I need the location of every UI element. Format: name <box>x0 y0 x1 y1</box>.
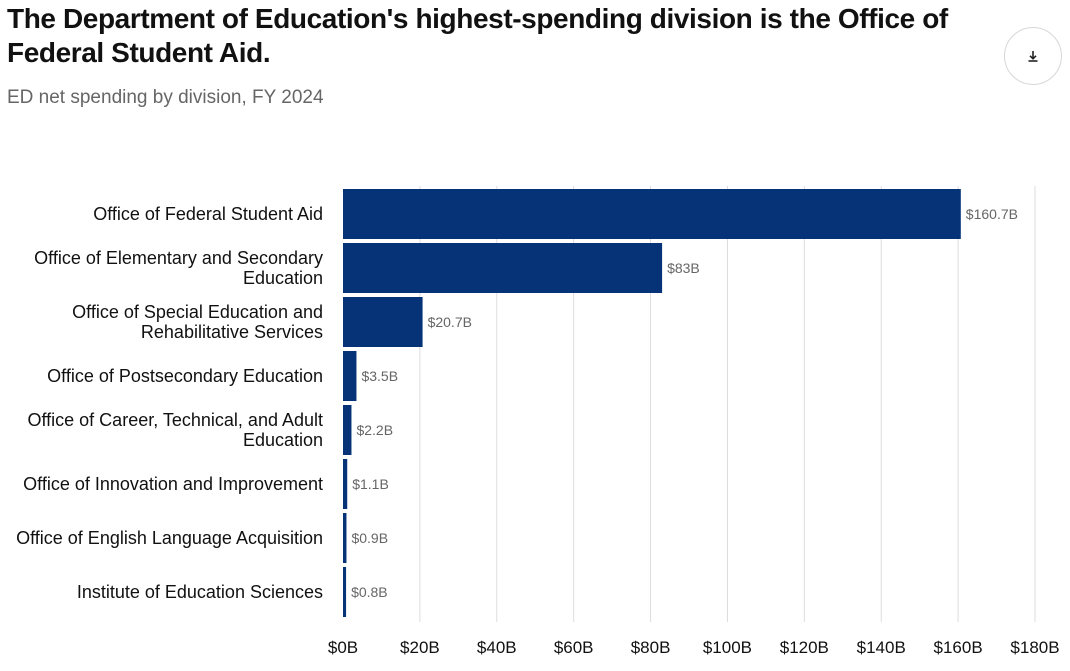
value-label: $160.7B <box>966 206 1018 222</box>
category-label-line: Education <box>243 430 323 450</box>
value-label: $1.1B <box>352 476 389 492</box>
value-label: $2.2B <box>356 422 393 438</box>
category-label: Institute of Education Sciences <box>77 582 323 602</box>
bar[interactable] <box>343 459 348 509</box>
bar[interactable] <box>343 351 357 401</box>
category-label-line: Office of Elementary and Secondary <box>34 248 323 268</box>
x-tick-label: $100B <box>703 638 752 657</box>
category-label: Office of Career, Technical, and Adult Ed… <box>27 410 323 450</box>
x-axis-ticks: $0B $20B $40B $60B $80B $100B $120B $140B $160B $… <box>328 638 1060 657</box>
category-label-line: Rehabilitative Services <box>141 322 323 342</box>
x-tick-label: $160B <box>934 638 983 657</box>
bar[interactable] <box>343 405 352 455</box>
value-label: $0.9B <box>351 530 388 546</box>
x-tick-label: $40B <box>477 638 517 657</box>
x-tick-label: $60B <box>554 638 594 657</box>
category-label: Office of Postsecondary Education <box>47 366 323 386</box>
value-label: $3.5B <box>361 368 398 384</box>
value-label: $0.8B <box>351 584 388 600</box>
value-label: $20.7B <box>428 314 472 330</box>
bar[interactable] <box>343 297 423 347</box>
value-labels: $160.7B $83B $20.7B $3.5B $2.2B $1.1B $0.9B $0.… <box>351 206 1018 600</box>
value-label: $83B <box>667 260 700 276</box>
chart-title: The Department of Education's highest-sp… <box>7 3 948 68</box>
category-label-line: Institute of Education Sciences <box>77 582 323 602</box>
x-tick-label: $180B <box>1010 638 1059 657</box>
category-label-line: Education <box>243 268 323 288</box>
x-tick-label: $0B <box>328 638 358 657</box>
bar[interactable] <box>343 243 663 293</box>
bar[interactable] <box>343 567 347 617</box>
category-label: Office of Special Education and Rehabilit… <box>72 302 323 342</box>
category-label-line: Office of Innovation and Improvement <box>23 474 323 494</box>
bars <box>343 189 961 617</box>
category-labels: Office of Federal Student Aid Office of E… <box>16 204 323 602</box>
bar[interactable] <box>343 189 961 239</box>
x-tick-label: $20B <box>400 638 440 657</box>
x-tick-label: $80B <box>631 638 671 657</box>
category-label: Office of Innovation and Improvement <box>23 474 323 494</box>
category-label-line: Office of Special Education and <box>72 302 323 322</box>
download-icon <box>1028 51 1038 62</box>
x-tick-label: $120B <box>780 638 829 657</box>
x-tick-label: $140B <box>857 638 906 657</box>
bar[interactable] <box>343 513 347 563</box>
category-label: Office of Elementary and Secondary Educat… <box>34 248 323 288</box>
category-label-line: Office of Federal Student Aid <box>93 204 323 224</box>
category-label-line: Office of Postsecondary Education <box>47 366 323 386</box>
download-button[interactable] <box>1004 27 1062 85</box>
category-label-line: Office of English Language Acquisition <box>16 528 323 548</box>
category-label: Office of English Language Acquisition <box>16 528 323 548</box>
chart-subtitle: ED net spending by division, FY 2024 <box>7 87 324 108</box>
category-label-line: Office of Career, Technical, and Adult <box>27 410 323 430</box>
category-label: Office of Federal Student Aid <box>93 204 323 224</box>
